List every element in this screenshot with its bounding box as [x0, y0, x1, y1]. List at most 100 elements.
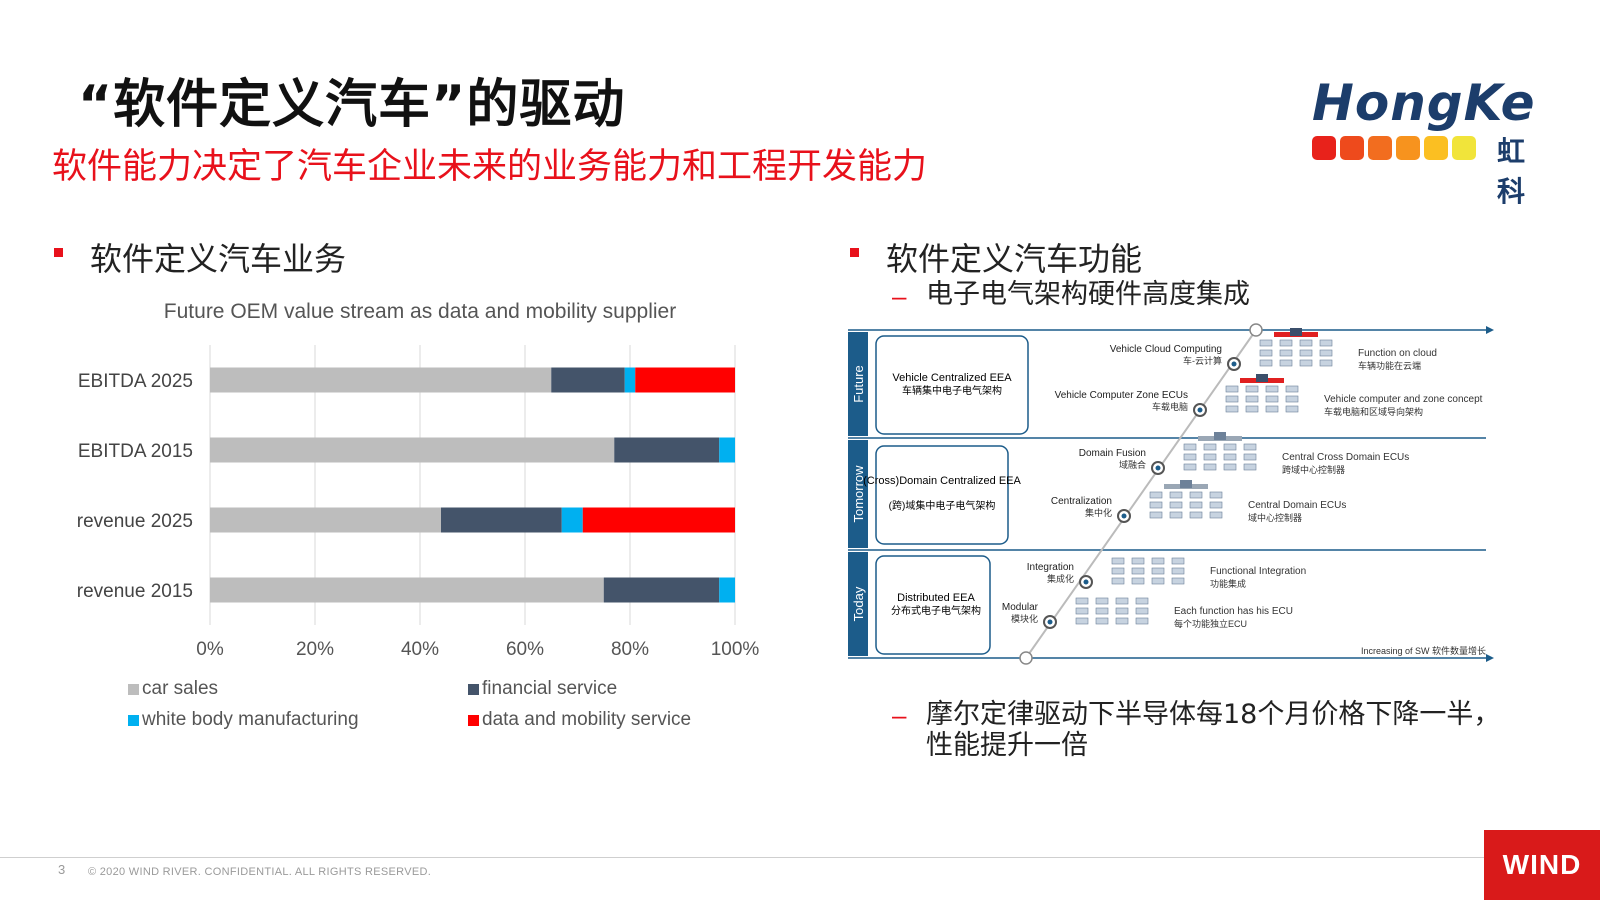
ecu-block — [1203, 443, 1217, 451]
footer-copyright: © 2020 WIND RIVER. CONFIDENTIAL. ALL RIG… — [88, 866, 432, 878]
ecu-block — [1131, 557, 1145, 565]
ecu-block — [1279, 359, 1293, 367]
ecu-block — [1319, 349, 1333, 357]
ecu-block — [1299, 339, 1313, 347]
right-item-2: 摩尔定律驱动下半导体每18个月价格下降一半，性能提升一倍 — [926, 699, 1501, 761]
bar-segment — [210, 507, 441, 533]
box-label-cn: 分布式电子电气架构 — [891, 604, 981, 617]
bar-segment — [210, 577, 604, 603]
ecu-block — [1223, 453, 1237, 461]
box-label-cn: (跨)域集中电子电气架构 — [889, 499, 996, 512]
central-ecu — [1214, 432, 1226, 440]
page-title: “软件定义汽车”的驱动 — [78, 75, 626, 135]
legend-label: white body manufacturing — [141, 709, 359, 730]
ecu-block — [1223, 443, 1237, 451]
sw-increase-label: Increasing of SW 软件数量增长 — [1361, 645, 1486, 656]
left-section-heading: 软件定义汽车业务 — [90, 240, 347, 278]
ecu-block — [1095, 607, 1109, 615]
legend-label: financial service — [482, 678, 617, 699]
box-distributed — [875, 555, 991, 655]
ecu-block — [1189, 501, 1203, 509]
ecu-block — [1189, 511, 1203, 519]
ecu-block — [1111, 557, 1125, 565]
ecu-block — [1243, 463, 1257, 471]
side-bar-today — [848, 552, 868, 656]
side-bar-tomorrow — [848, 440, 868, 548]
progression-start — [1019, 651, 1033, 665]
box-label: (Cross)Domain Centralized EEA — [863, 475, 1021, 487]
step-label: Integration — [1027, 562, 1074, 573]
bar-segment — [551, 367, 625, 393]
legend-swatch — [468, 715, 479, 726]
ecu-block — [1279, 349, 1293, 357]
ecu-block — [1203, 463, 1217, 471]
step-description-cn: 每个功能独立ECU — [1174, 618, 1247, 629]
step-node-dot — [1121, 513, 1127, 519]
bar-segment — [635, 367, 735, 393]
x-tick-label: 100% — [711, 639, 760, 660]
legend-label: car sales — [142, 678, 218, 699]
logo-text: HongKe — [1312, 74, 1536, 132]
side-label-tomorrow: Tomorrow — [851, 465, 866, 523]
central-ecu — [1180, 480, 1192, 488]
bar-segment — [561, 507, 583, 533]
step-node-dot — [1083, 579, 1089, 585]
ecu-block — [1265, 405, 1279, 413]
step-label: Vehicle Cloud Computing — [1110, 344, 1222, 355]
step-node-dot — [1047, 619, 1053, 625]
side-label-today: Today — [851, 586, 866, 621]
ecu-block — [1075, 607, 1089, 615]
ecu-block — [1265, 395, 1279, 403]
central-ecu — [1290, 328, 1302, 336]
ecu-block — [1169, 511, 1183, 519]
ecu-block — [1245, 395, 1259, 403]
ecu-block — [1115, 597, 1129, 605]
bar-segment — [719, 437, 735, 463]
ecu-block — [1225, 405, 1239, 413]
logo-square — [1368, 136, 1392, 160]
step-label-cn: 车-云计算 — [1183, 355, 1222, 366]
ecu-block — [1285, 395, 1299, 403]
step-label-cn: 集成化 — [1047, 573, 1074, 584]
ecu-block — [1299, 349, 1313, 357]
step-label-cn: 车载电脑 — [1152, 401, 1188, 412]
box-label-cn: 车辆集中电子电气架构 — [902, 384, 1002, 397]
category-label: EBITDA 2015 — [78, 441, 193, 462]
footer-divider — [0, 857, 1484, 858]
x-tick-label: 40% — [401, 639, 439, 660]
step-description: Functional Integration — [1210, 566, 1306, 577]
legend-swatch — [128, 684, 139, 695]
ecu-block — [1075, 597, 1089, 605]
ecu-block — [1285, 405, 1299, 413]
ecu-block — [1319, 359, 1333, 367]
arrow-head-bottom — [1486, 654, 1494, 662]
central-ecu — [1256, 374, 1268, 382]
ecu-block — [1151, 557, 1165, 565]
ecu-block — [1265, 385, 1279, 393]
page-subtitle: 软件能力决定了汽车企业未来的业务能力和工程开发能力 — [52, 147, 928, 187]
ecu-block — [1279, 339, 1293, 347]
ecu-block — [1285, 385, 1299, 393]
ecu-block — [1299, 359, 1313, 367]
logo-square — [1424, 136, 1448, 160]
logo-square — [1452, 136, 1476, 160]
step-description: Vehicle computer and zone concept — [1324, 394, 1483, 405]
bar-chart: Future OEM value stream as data and mobi… — [77, 300, 760, 730]
progression-line — [1025, 329, 1257, 659]
step-label: Domain Fusion — [1079, 448, 1146, 459]
logo-square — [1340, 136, 1364, 160]
x-tick-label: 20% — [296, 639, 334, 660]
ecu-block — [1151, 567, 1165, 575]
eea-diagram: Future Tomorrow Today Vehicle Centralize… — [848, 323, 1494, 665]
legend-label: data and mobility service — [482, 709, 691, 730]
step-label: Centralization — [1051, 496, 1112, 507]
ecu-block — [1203, 453, 1217, 461]
ecu-block — [1225, 385, 1239, 393]
box-label: Vehicle Centralized EEA — [892, 372, 1012, 384]
bullet-marker — [54, 248, 63, 257]
step-label-cn: 集中化 — [1085, 507, 1112, 518]
ecu-block — [1095, 597, 1109, 605]
step-description-cn: 域中心控制器 — [1248, 512, 1302, 523]
ecu-block — [1209, 491, 1223, 499]
ecu-block — [1135, 617, 1149, 625]
